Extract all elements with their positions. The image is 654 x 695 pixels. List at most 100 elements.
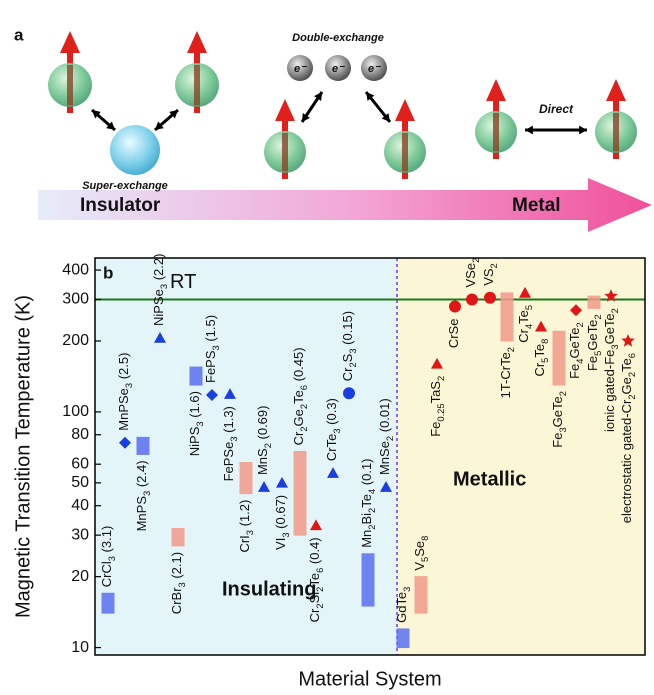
point <box>604 289 618 302</box>
material-label: Cr2Si2Te6 (0.4) <box>307 537 325 622</box>
material-label: CrCl3 (3.1) <box>99 526 117 588</box>
electron <box>287 55 313 81</box>
material-label: Cr2S3 (0.15) <box>340 311 358 381</box>
material-label: Cr2Ge2Te6 (0.45) <box>291 347 309 445</box>
metal-label: Metal <box>512 195 561 216</box>
material-label: NiPSe3 (2.2) <box>151 254 169 326</box>
point <box>621 334 635 347</box>
range-bar <box>101 592 115 614</box>
y-tick-label: 80 <box>71 426 89 443</box>
point <box>206 388 218 401</box>
spin-core <box>282 133 288 171</box>
material-label: VSe2 <box>463 258 481 288</box>
point <box>380 481 392 492</box>
y-tick-label: 40 <box>71 497 89 514</box>
point <box>431 357 443 369</box>
material-label: MnS2 (0.69) <box>255 406 273 476</box>
range-bar <box>361 553 375 607</box>
material-label: GdTe3 <box>394 587 412 623</box>
point <box>466 293 478 306</box>
point <box>258 481 270 492</box>
y-tick-label: 30 <box>71 526 89 543</box>
y-tick-label: 60 <box>71 455 89 472</box>
point <box>154 331 166 343</box>
range-bar <box>293 450 307 536</box>
point <box>327 467 339 478</box>
material-label: 1T-CrTe2 <box>498 347 516 398</box>
region <box>397 258 645 655</box>
arrow-head <box>314 92 322 101</box>
material-label: Cr5Te8 <box>532 339 550 377</box>
panel-a: a Insulator Metal Super-exchange Double-… <box>14 25 652 232</box>
direct-label: Direct <box>539 102 574 116</box>
material-label: Mn2Bi2Te4 (0.1) <box>359 458 377 547</box>
range-bar <box>414 576 428 614</box>
material-label: CrTe3 (0.3) <box>324 398 342 461</box>
plot-frame <box>94 257 646 656</box>
range-bar <box>239 462 253 495</box>
material-label: Fe4GeTe2 <box>567 322 585 379</box>
point <box>224 388 236 399</box>
spin-core <box>613 113 619 151</box>
region <box>95 258 397 655</box>
material-label: VS2 <box>481 263 499 286</box>
material-label: Cr4Te5 <box>516 305 534 343</box>
y-axis-title: Magnetic Transition Temperature (K) <box>12 295 34 618</box>
electron <box>325 55 351 81</box>
y-tick-label: 50 <box>71 474 89 491</box>
material-label: VI3 (0.67) <box>273 495 291 550</box>
y-tick-label: 100 <box>62 403 89 420</box>
trend-arrow <box>38 178 652 232</box>
panel-b: Insulating Metallic RT 10 20 30 40 50 60 80 100 200… <box>12 254 646 690</box>
arrow-head <box>155 121 164 130</box>
panel-label: a <box>14 25 24 44</box>
range-bar <box>136 436 150 455</box>
ligand <box>110 125 160 175</box>
reference-label: RT <box>170 271 196 293</box>
electron <box>361 55 387 81</box>
range-bar <box>587 295 601 309</box>
spin-head <box>395 99 415 121</box>
material-label: electrostatic gated-Cr2Ge2Te6 <box>619 353 637 523</box>
spin-head <box>486 79 506 101</box>
material-label: CrSe <box>446 319 461 349</box>
region-label: Metallic <box>453 468 526 490</box>
point <box>449 300 461 313</box>
y-tick-label: 10 <box>71 639 89 656</box>
electron-label: e⁻ <box>294 63 307 75</box>
point <box>535 320 547 332</box>
material-label: CrI3 (1.2) <box>237 500 255 553</box>
material-label: ionic gated-Fe3GeTe2 <box>602 308 620 432</box>
arrow-head <box>169 110 178 119</box>
material-label: FePS3 (1.5) <box>203 315 221 383</box>
point <box>519 286 531 298</box>
material-label: CrBr3 (2.1) <box>169 552 187 614</box>
spin-core <box>493 113 499 151</box>
insulator-label: Insulator <box>80 195 161 216</box>
point <box>343 387 355 400</box>
spin-head <box>606 79 626 101</box>
panel-label: b <box>103 263 113 282</box>
arrow-head <box>106 121 115 130</box>
range-bar <box>552 330 566 386</box>
point <box>276 476 288 488</box>
material-label: NiPS3 (1.6) <box>187 391 205 456</box>
arrow-head <box>366 92 375 101</box>
point <box>310 519 322 531</box>
material-label: Fe0.25TaS2 <box>428 376 446 437</box>
material-label: MnPS3 (2.4) <box>134 460 152 531</box>
super-exchange-label: Super-exchange <box>82 180 168 192</box>
range-bar <box>189 366 203 386</box>
material-label: Fe3GeTe2 <box>550 391 568 448</box>
spin-core <box>402 133 408 171</box>
material-label: MnSe2 (0.01) <box>377 398 395 475</box>
electron-label: e⁻ <box>332 63 345 75</box>
spin-head <box>187 31 207 53</box>
spin-core <box>194 65 200 105</box>
arrow-head <box>381 113 390 122</box>
material-label: Fe5GeTe2 <box>585 314 603 371</box>
x-axis-title: Material System <box>298 668 441 690</box>
electron-label: e⁻ <box>368 63 381 75</box>
arrow-head <box>525 125 533 135</box>
